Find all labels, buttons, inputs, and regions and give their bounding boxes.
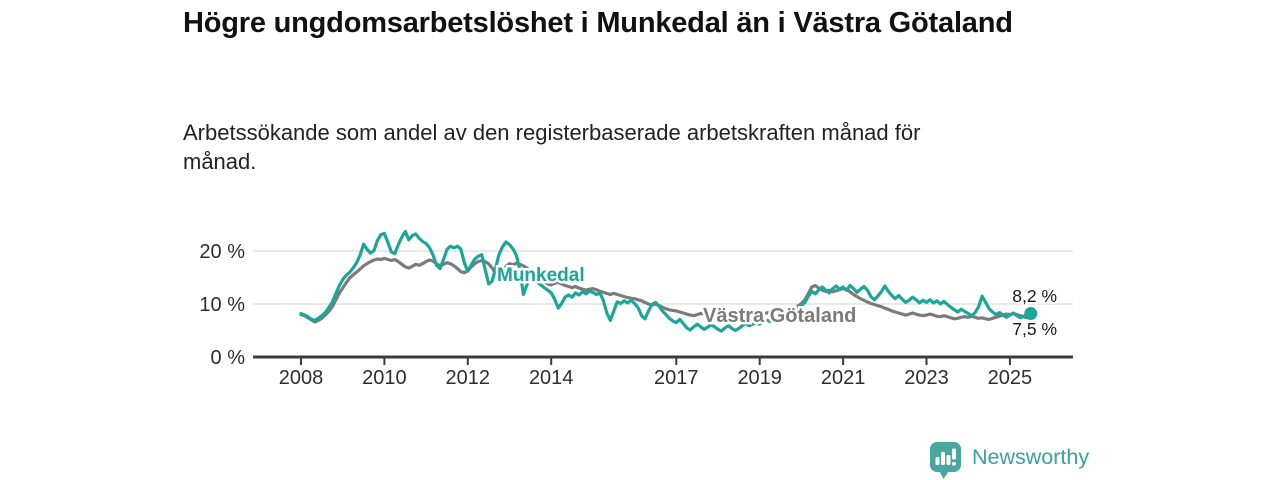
munkedal-line <box>299 229 1033 333</box>
x-tick-label: 2017 <box>654 367 699 389</box>
x-tick-label: 2012 <box>446 367 491 389</box>
x-tick-label: 2014 <box>529 367 574 389</box>
munkedal-series-label: Munkedal <box>497 265 585 286</box>
y-tick-label: 10 % <box>199 294 245 316</box>
vastra-gotaland-end-value-label: 7,5 % <box>1012 319 1057 339</box>
munkedal-end-value-label: 8,2 % <box>1012 286 1057 306</box>
y-tick-label: 0 % <box>211 347 246 369</box>
y-tick-label: 20 % <box>199 241 245 263</box>
vastra-gotaland-series-label: Västra Götaland <box>703 305 856 327</box>
newsworthy-wordmark: Newsworthy <box>972 445 1090 469</box>
x-tick-label: 2008 <box>279 367 324 389</box>
chart-subtitle: Arbetssökande som andel av den registerb… <box>183 120 921 175</box>
x-tick-label: 2025 <box>988 367 1033 389</box>
footer-brand: Newsworthy <box>930 442 1089 480</box>
vastra-gotaland-line <box>299 256 1033 324</box>
x-tick-label: 2023 <box>904 367 949 389</box>
chart-title: Högre ungdomsarbetslöshet i Munkedal än … <box>183 7 1013 39</box>
x-tick-label: 2019 <box>737 367 782 389</box>
line-chart: 2008 2010 2012 2014 2017 2019 2021 2023 2025 0 % 1… <box>199 229 1073 389</box>
x-tick-label: 2021 <box>821 367 866 389</box>
newsworthy-logo-icon <box>930 442 961 479</box>
munkedal-endpoint-dot <box>1024 307 1038 321</box>
x-tick-label: 2010 <box>362 367 407 389</box>
